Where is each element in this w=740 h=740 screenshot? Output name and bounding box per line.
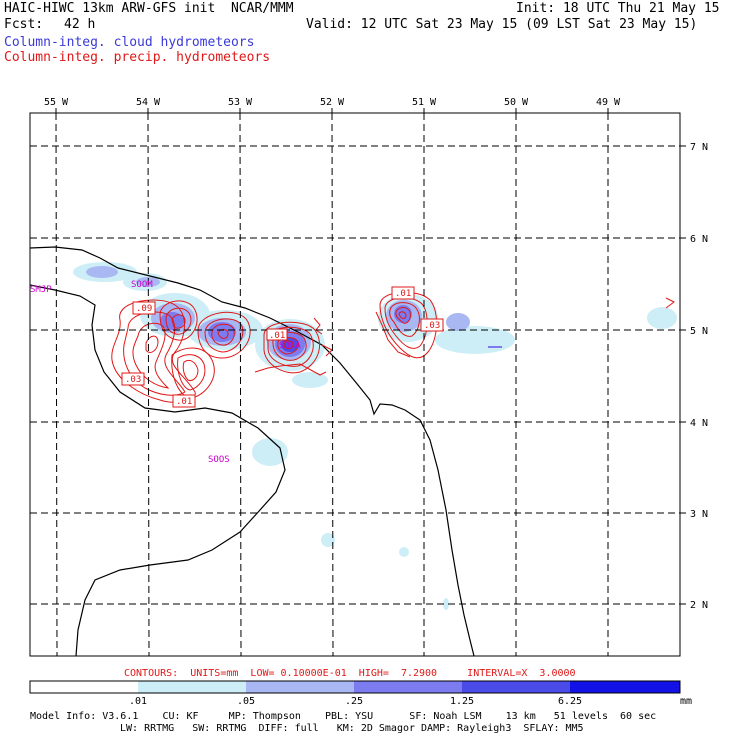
precip-contour xyxy=(283,340,294,349)
contour-info: CONTOURS: UNITS=mm LOW= 0.10000E-01 HIGH… xyxy=(124,668,576,679)
precip-contour xyxy=(395,307,411,324)
precip-contour xyxy=(132,322,170,389)
precip-contour xyxy=(277,337,299,355)
cbar-tick: .01 xyxy=(129,696,147,707)
lat-label: 4 N xyxy=(690,418,708,429)
forecast-hours: 42 h xyxy=(64,17,96,32)
cbar-units: mm xyxy=(680,696,692,707)
color-bar xyxy=(29,680,681,694)
lat-label: 7 N xyxy=(690,142,708,153)
valid-time: Valid: 12 UTC Sat 23 May 15 (09 LST Sat … xyxy=(306,17,698,32)
init-time: Init: 18 UTC Thu 21 May 15 xyxy=(516,1,720,16)
cloud-patch xyxy=(488,346,502,348)
model-info-line2: LW: RRTMG SW: RRTMG DIFF: full KM: 2D Sm… xyxy=(120,723,584,734)
cloud-patch xyxy=(292,372,328,388)
cloud-patch xyxy=(321,533,335,547)
model-info-line1: Model Info: V3.6.1 CU: KF MP: Thompson P… xyxy=(30,711,657,722)
precip-contour xyxy=(197,311,251,359)
cloud-patch xyxy=(86,266,118,278)
contour-label: .01 xyxy=(176,397,192,407)
precip-contour xyxy=(171,314,186,329)
precip-contour xyxy=(204,318,244,353)
station-label: SOCA xyxy=(279,341,301,351)
precip-contour xyxy=(145,335,159,353)
frame-ticks xyxy=(55,108,686,605)
precip-contour xyxy=(398,311,407,319)
cbar-tick: .05 xyxy=(237,696,255,707)
precip-contour xyxy=(254,363,327,376)
map-frame xyxy=(29,112,681,657)
contour-label: .03 xyxy=(424,321,440,331)
precip-contours xyxy=(111,291,675,403)
precip-contour xyxy=(375,311,411,358)
station-label: SOOS xyxy=(208,455,230,465)
cloud-patch xyxy=(399,547,409,557)
lon-label: 55 W xyxy=(44,97,69,108)
lat-label: 3 N xyxy=(690,509,708,520)
coastline xyxy=(30,246,475,656)
contour-label: .03 xyxy=(125,375,141,385)
station-label: SOOM xyxy=(131,280,153,290)
precip-contour xyxy=(111,299,196,403)
precip-contour xyxy=(267,326,314,367)
cloud-shading xyxy=(73,262,677,610)
cloud-patch xyxy=(446,313,470,331)
plot-title: HAIC-HIWC 13km ARW-GFS init NCAR/MMM xyxy=(4,1,294,16)
lat-label: 2 N xyxy=(690,600,708,611)
cloud-patch xyxy=(252,438,288,466)
precip-contour xyxy=(263,321,320,374)
contour-label: .01 xyxy=(269,331,285,341)
lon-label: 53 W xyxy=(228,97,253,108)
cbar-tick: 6.25 xyxy=(558,696,582,707)
cbar-tick: 1.25 xyxy=(450,696,474,707)
lon-label: 49 W xyxy=(596,97,621,108)
precip-contour xyxy=(313,317,323,335)
field-precip-legend: Column-integ. precip. hydrometeors xyxy=(4,50,271,65)
precip-contour xyxy=(665,297,675,309)
cbar-tick: .25 xyxy=(345,696,363,707)
contour-label: .09 xyxy=(136,304,152,314)
lon-label: 54 W xyxy=(136,97,161,108)
precip-contour xyxy=(177,354,206,391)
lat-label: 5 N xyxy=(690,326,708,337)
forecast-label: Fcst: xyxy=(4,17,44,32)
contour-label: .01 xyxy=(395,289,411,299)
field-cloud-legend: Column-integ. cloud hydrometeors xyxy=(4,35,255,50)
precip-contour xyxy=(211,323,235,346)
grid xyxy=(30,113,680,656)
cloud-patch xyxy=(443,598,449,610)
lon-label: 52 W xyxy=(320,97,345,108)
precip-contour xyxy=(165,307,192,335)
lat-label: 6 N xyxy=(690,234,708,245)
precip-contour xyxy=(159,300,198,341)
precip-contour xyxy=(389,302,420,337)
precip-contour xyxy=(171,347,215,399)
cloud-patch xyxy=(647,307,677,329)
lon-label: 50 W xyxy=(504,97,529,108)
lon-label: 51 W xyxy=(412,97,437,108)
precip-contour xyxy=(182,359,199,381)
station-label: SMJP xyxy=(30,285,52,295)
